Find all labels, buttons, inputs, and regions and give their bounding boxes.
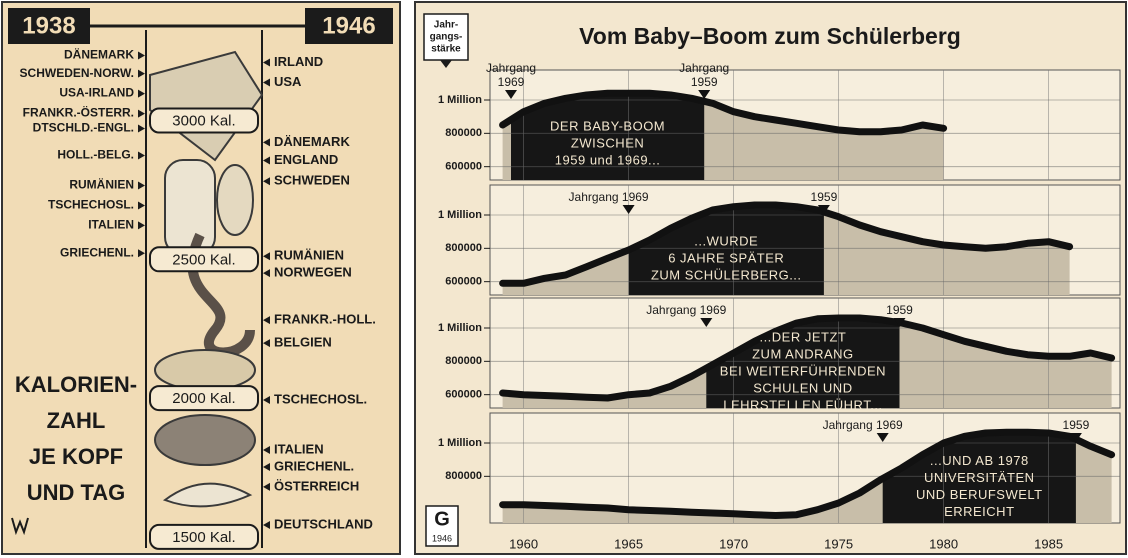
highlight-text: ZUM SCHÜLERBERG...	[651, 267, 802, 282]
country-label: RUMÄNIEN	[274, 248, 344, 263]
country-label: FRANKR.-ÖSTERR.	[23, 105, 134, 120]
highlight-text: UNIVERSITÄTEN	[924, 470, 1035, 485]
bottle	[165, 160, 215, 255]
highlight-text: LEHRSTELLEN FÜHRT...	[723, 397, 882, 412]
country-label: TSCHECHOSL.	[48, 198, 134, 212]
calorie-tick-label: 1500 Kal.	[172, 529, 235, 546]
highlight-text: ERREICHT	[944, 504, 1014, 519]
page: {"title": "Vom Baby–Boom zum Schülerberg…	[0, 0, 1128, 558]
badge-letter: G	[434, 508, 450, 530]
scale-title: KALORIEN-	[15, 372, 137, 397]
scale-title: ZAHL	[47, 408, 106, 433]
y-tick-label: 800000	[445, 242, 482, 254]
highlight-text: 1959 und 1969...	[555, 152, 661, 167]
highlight-text: ZWISCHEN	[571, 135, 644, 150]
country-label: ENGLAND	[274, 152, 338, 167]
country-label: IRLAND	[274, 54, 323, 69]
y-tick-label: 800000	[445, 470, 482, 482]
x-tick-label: 1985	[1034, 536, 1063, 551]
x-tick-label: 1970	[719, 536, 748, 551]
calorie-tick-label: 2500 Kal.	[172, 251, 235, 268]
country-label: NORWEGEN	[274, 265, 352, 280]
country-label: GRIECHENL.	[60, 245, 134, 259]
eggs	[217, 165, 253, 235]
y-tick-label: 1 Million	[438, 94, 482, 106]
country-label: BELGIEN	[274, 335, 332, 350]
y-tick-label: 800000	[445, 127, 482, 139]
marker-label: 1969	[498, 75, 525, 89]
highlight-text: UND BERUFSWELT	[916, 487, 1043, 502]
country-label: USA	[274, 74, 302, 89]
marker-label: Jahrgang 1969	[646, 303, 726, 317]
year-label: 1938	[22, 12, 75, 39]
country-label: HOLL.-BELG.	[57, 148, 134, 162]
chart-title: Vom Baby–Boom zum Schülerberg	[579, 23, 961, 49]
badge-year: 1946	[432, 533, 452, 543]
marker-label: Jahrgang 1969	[569, 190, 649, 204]
y-tick-label: 1 Million	[438, 437, 482, 449]
highlight-text: BEI WEITERFÜHRENDEN	[720, 363, 886, 378]
marker-label: 1959	[811, 190, 838, 204]
highlight-text: ...WURDE	[694, 233, 758, 248]
y-axis-label: Jahr-	[434, 20, 458, 31]
country-label: SCHWEDEN-NORW.	[20, 66, 134, 80]
marker-label: 1959	[691, 75, 718, 89]
country-label: DTSCHLD.-ENGL.	[33, 121, 134, 135]
scale-title: UND TAG	[27, 480, 126, 505]
y-tick-label: 600000	[445, 389, 482, 401]
infographic: Vom Baby–Boom zum Schülerberg Jahr- gang…	[0, 0, 1128, 558]
country-label: GRIECHENL.	[274, 458, 354, 473]
y-tick-label: 1 Million	[438, 209, 482, 221]
y-tick-label: 1 Million	[438, 322, 482, 334]
country-label: RUMÄNIEN	[69, 177, 134, 192]
marker-label: Jahrgang 1969	[823, 418, 903, 432]
country-label: DÄNEMARK	[274, 134, 350, 149]
x-tick-label: 1965	[614, 536, 643, 551]
marker-label: 1959	[886, 303, 913, 317]
highlight-text: 6 JAHRE SPÄTER	[668, 250, 784, 265]
country-label: ÖSTERREICH	[274, 478, 359, 493]
highlight-text: ...DER JETZT	[759, 329, 846, 344]
country-label: ITALIEN	[274, 441, 324, 456]
country-label: TSCHECHOSL.	[274, 391, 367, 406]
country-label: USA-IRLAND	[59, 86, 134, 100]
marker-label: 1959	[1063, 418, 1090, 432]
marker-label: Jahrgang	[486, 61, 536, 75]
x-tick-label: 1960	[509, 536, 538, 551]
y-tick-label: 800000	[445, 355, 482, 367]
calorie-tick-label: 2000 Kal.	[172, 390, 235, 407]
x-tick-label: 1980	[929, 536, 958, 551]
y-axis-label: gangs-	[430, 32, 463, 43]
country-label: FRANKR.-HOLL.	[274, 312, 376, 327]
potatoes	[155, 415, 255, 465]
country-label: DEUTSCHLAND	[274, 516, 373, 531]
scale-title: JE KOPF	[29, 444, 123, 469]
y-tick-label: 600000	[445, 276, 482, 288]
highlight-text: DER BABY-BOOM	[550, 118, 665, 133]
highlight-text: ZUM ANDRANG	[752, 346, 854, 361]
country-label: ITALIEN	[88, 218, 134, 232]
marker-label: Jahrgang	[679, 61, 729, 75]
highlight-text: SCHULEN UND	[753, 380, 852, 395]
y-tick-label: 600000	[445, 161, 482, 173]
year-label: 1946	[322, 12, 375, 39]
country-label: SCHWEDEN	[274, 173, 350, 188]
calorie-tick-label: 3000 Kal.	[172, 112, 235, 129]
bread	[155, 350, 255, 390]
country-label: DÄNEMARK	[64, 47, 134, 62]
y-axis-label: stärke	[431, 44, 461, 55]
highlight-text: ...UND AB 1978	[930, 453, 1029, 468]
x-tick-label: 1975	[824, 536, 853, 551]
